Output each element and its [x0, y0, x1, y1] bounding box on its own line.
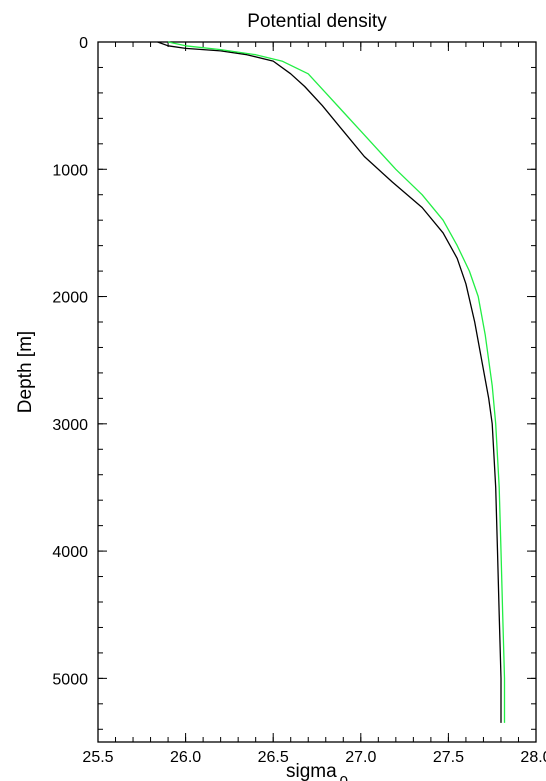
y-tick-label: 2000 — [52, 290, 88, 307]
x-axis-label: sigma 0 — [286, 761, 348, 781]
x-tick-label: 26.0 — [170, 749, 201, 766]
series-line-2 — [167, 41, 506, 723]
plot-frame — [97, 41, 537, 743]
y-tick-label: 0 — [79, 35, 88, 52]
series-line-1 — [157, 41, 502, 723]
plot-border — [97, 41, 537, 743]
series-layer — [157, 41, 506, 723]
y-tick-label: 1000 — [52, 162, 88, 179]
y-tick-label: 3000 — [52, 417, 88, 434]
y-tick-label: 4000 — [52, 544, 88, 561]
x-tick-label: 27.0 — [345, 749, 376, 766]
x-axis: 25.5 26.0 26.5 27.0 27.5 28.0 — [82, 42, 546, 766]
y-axis-label: Depth [m] — [15, 331, 36, 413]
x-tick-label: 26.5 — [258, 749, 289, 766]
chart-title: Potential density — [247, 11, 387, 32]
y-axis: 0 1000 2000 3000 4000 5000 — [52, 35, 536, 730]
x-tick-label: 28.0 — [520, 749, 546, 766]
x-tick-label: 25.5 — [82, 749, 113, 766]
y-tick-label: 5000 — [52, 671, 88, 688]
x-tick-label: 27.5 — [433, 749, 464, 766]
